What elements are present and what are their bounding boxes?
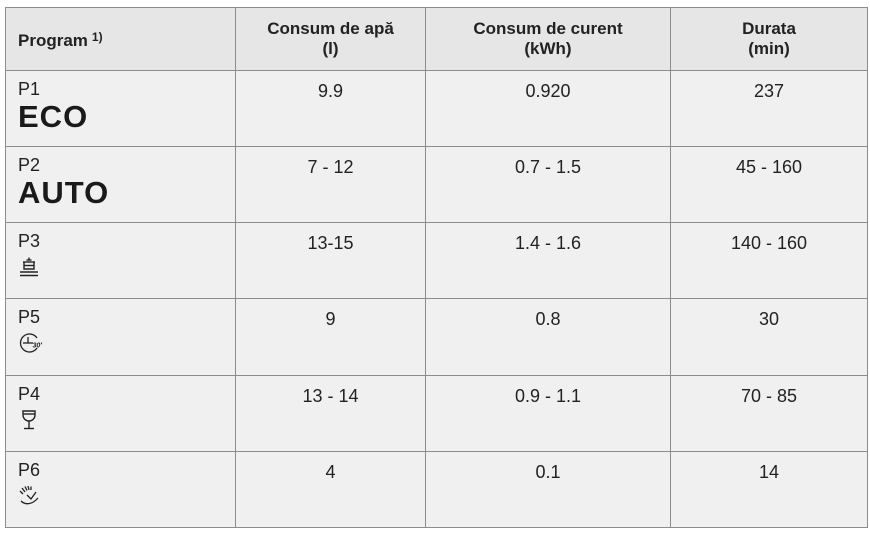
duration-cell: 30 [670, 298, 868, 376]
program-cell: P5 30′ [5, 298, 236, 376]
program-code: P3 [18, 231, 41, 252]
header-program-footnote: 1) [91, 30, 103, 44]
table-row: P2 AUTO 7 - 12 0.7 - 1.5 45 - 160 [5, 146, 868, 224]
program-table: Program 1) Consum de apă (l) Consum de cur… [5, 7, 868, 529]
program-code: P2 [18, 155, 41, 176]
table-row: P5 30′ 9 0.8 30 [5, 298, 868, 376]
power-cell: 0.8 [425, 298, 671, 376]
water-cell: 9 [235, 298, 426, 376]
program-cell: P2 AUTO [5, 146, 236, 224]
program-code: P1 [18, 79, 41, 99]
program-cell: P4 [5, 374, 236, 452]
header-program: Program 1) [5, 7, 236, 71]
power-cell: 1.4 - 1.6 [425, 222, 671, 300]
duration-cell: 140 - 160 [670, 222, 868, 300]
program-name: AUTO [18, 175, 110, 211]
water-cell: 13-15 [235, 222, 426, 300]
water-cell: 7 - 12 [235, 146, 426, 224]
header-water-line2: (l) [322, 39, 339, 58]
duration-cell: 237 [670, 69, 868, 148]
program-cell: P3 [5, 222, 236, 300]
power-cell: 0.9 - 1.1 [425, 374, 671, 452]
header-water-line1: Consum de apă [267, 19, 394, 38]
pots-pans-icon [18, 256, 40, 278]
rinse-icon [18, 485, 40, 507]
program-cell: P1 ECO [5, 69, 236, 148]
program-code: P5 [18, 307, 41, 328]
water-cell: 4 [235, 450, 426, 529]
header-power-line1: Consum de curent [473, 19, 623, 38]
power-cell: 0.1 [425, 450, 671, 529]
duration-cell: 70 - 85 [670, 374, 868, 452]
table-row: P3 13-15 1.4 - 1.6 140 - 160 [5, 222, 868, 300]
header-duration-line2: (min) [748, 39, 790, 58]
quick-30-icon: 30′ [18, 332, 44, 354]
svg-text:30′: 30′ [33, 343, 43, 350]
water-cell: 9.9 [235, 69, 426, 148]
header-program-label: Program [18, 31, 88, 50]
program-cell: P6 [5, 450, 236, 529]
power-cell: 0.7 - 1.5 [425, 146, 671, 224]
program-name: ECO [18, 99, 89, 134]
table-row: P6 4 0.1 14 [5, 450, 868, 529]
header-power-line2: (kWh) [524, 39, 572, 58]
program-code: P6 [18, 459, 41, 480]
header-power: Consum de curent (kWh) [425, 7, 671, 71]
table-header-row: Program 1) Consum de apă (l) Consum de cur… [5, 7, 868, 71]
header-duration-line1: Durata [742, 19, 796, 38]
power-cell: 0.920 [425, 69, 671, 148]
water-cell: 13 - 14 [235, 374, 426, 452]
header-water: Consum de apă (l) [235, 7, 426, 71]
table-row: P1 ECO 9.9 0.920 237 [5, 69, 868, 148]
duration-cell: 45 - 160 [670, 146, 868, 224]
program-code: P4 [18, 383, 41, 404]
header-duration: Durata (min) [670, 7, 868, 71]
duration-cell: 14 [670, 450, 868, 529]
wine-glass-icon [18, 409, 40, 431]
table-row: P4 13 - 14 0.9 - 1.1 70 - 85 [5, 374, 868, 452]
